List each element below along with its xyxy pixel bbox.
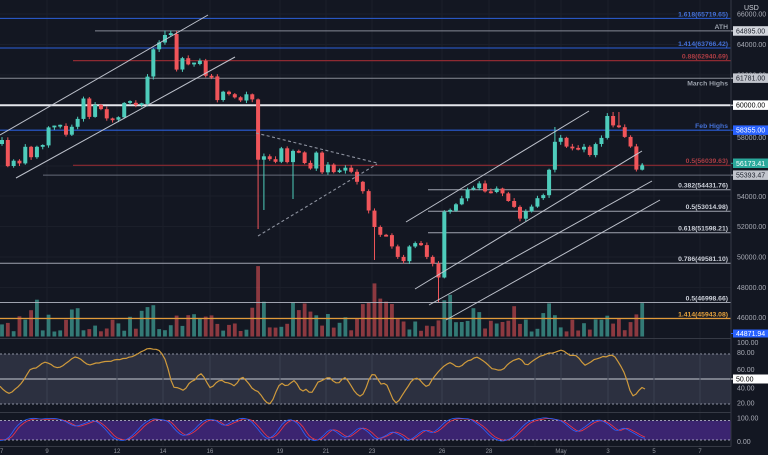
svg-text:0.5(56039.63): 0.5(56039.63) — [686, 158, 728, 165]
svg-text:64000.00: 64000.00 — [737, 42, 766, 49]
svg-text:Feb Highs: Feb Highs — [695, 123, 728, 130]
svg-text:1.618(65719.65): 1.618(65719.65) — [678, 12, 728, 19]
svg-text:March Highs: March Highs — [687, 81, 728, 88]
svg-text:3: 3 — [606, 449, 610, 455]
svg-text:54000.00: 54000.00 — [737, 194, 766, 201]
svg-text:5: 5 — [652, 449, 656, 455]
svg-text:19: 19 — [277, 449, 284, 455]
svg-text:100.00: 100.00 — [737, 415, 759, 422]
svg-text:May: May — [555, 449, 566, 455]
svg-text:23: 23 — [369, 449, 376, 455]
svg-text:48000.00: 48000.00 — [737, 285, 766, 292]
svg-text:12: 12 — [114, 449, 121, 455]
svg-text:0.00: 0.00 — [737, 439, 751, 446]
svg-text:100.00: 100.00 — [737, 340, 759, 347]
svg-text:40.00: 40.00 — [737, 386, 755, 393]
svg-text:20.00: 20.00 — [737, 401, 755, 408]
svg-text:0.382(54431.76): 0.382(54431.76) — [678, 183, 728, 190]
svg-text:58355.00: 58355.00 — [736, 128, 765, 135]
svg-text:64895.00: 64895.00 — [736, 28, 765, 35]
svg-text:58000.00: 58000.00 — [737, 135, 766, 142]
svg-text:60000.00: 60000.00 — [736, 103, 765, 110]
svg-text:14: 14 — [160, 449, 167, 455]
svg-text:26: 26 — [439, 449, 446, 455]
svg-text:USD: USD — [744, 5, 759, 12]
svg-text:56173.41: 56173.41 — [736, 161, 765, 168]
svg-text:52000.00: 52000.00 — [737, 224, 766, 231]
svg-text:44871.94: 44871.94 — [736, 331, 765, 338]
svg-text:0.88(62940.69): 0.88(62940.69) — [682, 54, 728, 61]
svg-text:0.5(46998.66): 0.5(46998.66) — [686, 295, 728, 302]
svg-text:9: 9 — [45, 449, 49, 455]
svg-text:7: 7 — [698, 449, 702, 455]
svg-text:80.00: 80.00 — [737, 350, 755, 357]
svg-text:46000.00: 46000.00 — [737, 315, 766, 322]
svg-text:50.00: 50.00 — [736, 377, 754, 384]
svg-text:0.786(49581.10): 0.786(49581.10) — [678, 256, 728, 263]
svg-text:0.5(53014.98): 0.5(53014.98) — [686, 204, 728, 211]
svg-text:66000.00: 66000.00 — [737, 12, 766, 19]
svg-text:16: 16 — [207, 449, 214, 455]
svg-text:21: 21 — [323, 449, 330, 455]
svg-text:7: 7 — [0, 449, 4, 455]
svg-text:ATH: ATH — [715, 24, 729, 31]
svg-text:1.414(45943.08): 1.414(45943.08) — [678, 311, 728, 318]
svg-text:50000.00: 50000.00 — [737, 254, 766, 261]
svg-text:0.618(51598.21): 0.618(51598.21) — [678, 226, 728, 233]
svg-text:60.00: 60.00 — [737, 367, 755, 374]
svg-text:28: 28 — [486, 449, 493, 455]
svg-text:1.414(63766.42): 1.414(63766.42) — [678, 41, 728, 48]
svg-text:61781.00: 61781.00 — [736, 76, 765, 83]
svg-text:55393.47: 55393.47 — [736, 173, 765, 180]
